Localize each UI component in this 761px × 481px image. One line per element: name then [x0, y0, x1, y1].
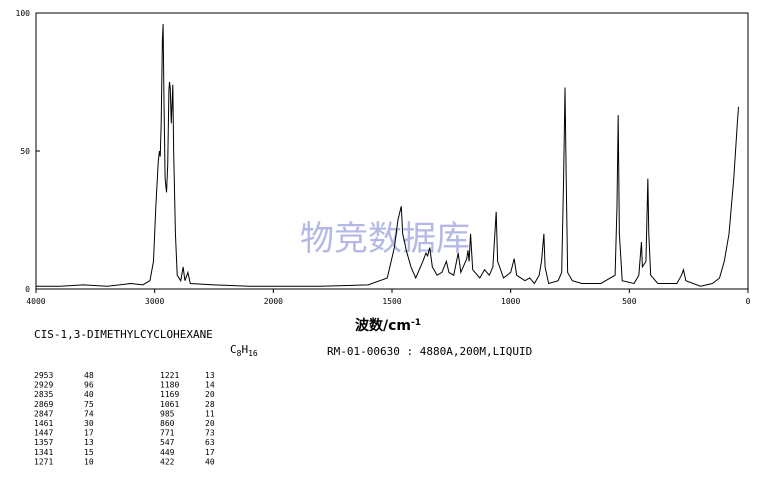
x-tick-label: 500 — [622, 297, 637, 306]
peak-cell: 48 — [84, 371, 94, 380]
peak-cell: 2835 — [34, 390, 53, 399]
compound-name: CIS-1,3-DIMETHYLCYCLOHEXANE — [34, 328, 213, 341]
peak-cell: 96 — [84, 381, 94, 390]
peak-cell: 1341 — [34, 448, 53, 457]
watermark: 物竞数据库 — [300, 219, 470, 259]
peak-cell: 40 — [84, 390, 94, 399]
peak-cell: 20 — [205, 419, 215, 428]
x-tick-label: 4000 — [26, 297, 45, 306]
peak-cell: 1061 — [160, 400, 179, 409]
peak-cell: 1357 — [34, 438, 53, 447]
peak-cell: 860 — [160, 419, 175, 428]
peak-cell: 422 — [160, 457, 175, 466]
x-label-text: 波数/cm — [355, 317, 411, 334]
peak-cell: 13 — [205, 371, 215, 380]
x-tick-label: 1500 — [382, 297, 401, 306]
peak-cell: 10 — [84, 457, 94, 466]
formula-part: H — [241, 343, 248, 356]
x-tick-label: 3000 — [145, 297, 164, 306]
peak-cell: 547 — [160, 438, 175, 447]
peak-cell: 771 — [160, 429, 175, 438]
formula-sub: 16 — [248, 349, 258, 358]
peak-cell: 63 — [205, 438, 215, 447]
peak-cell: 74 — [84, 409, 94, 418]
formula: C8H16 — [230, 343, 258, 358]
peak-cell: 13 — [84, 438, 94, 447]
x-tick-label: 2000 — [264, 297, 283, 306]
peak-cell: 1221 — [160, 371, 179, 380]
peak-cell: 73 — [205, 429, 215, 438]
peak-cell: 1271 — [34, 457, 53, 466]
peak-cell: 14 — [205, 381, 215, 390]
peak-cell: 28 — [205, 400, 215, 409]
peak-cell: 17 — [84, 429, 94, 438]
peak-cell: 2847 — [34, 409, 53, 418]
y-tick-label: 50 — [20, 147, 30, 156]
peak-cell: 20 — [205, 390, 215, 399]
peak-cell: 2929 — [34, 381, 53, 390]
formula-part: C — [230, 343, 237, 356]
peak-cell: 2953 — [34, 371, 53, 380]
peak-cell: 17 — [205, 448, 215, 457]
peak-cell: 1461 — [34, 419, 53, 428]
peak-cell: 1447 — [34, 429, 53, 438]
peak-table: 2953 48 1221 13 2929 96 1180 14 2835 40 1169 20 2869… — [34, 371, 215, 466]
y-tick-label: 0 — [25, 285, 30, 294]
peak-cell: 985 — [160, 409, 175, 418]
x-tick-label: 1000 — [501, 297, 520, 306]
peak-cell: 1169 — [160, 390, 179, 399]
peak-cell: 75 — [84, 400, 94, 409]
peak-cell: 40 — [205, 457, 215, 466]
peak-cell: 2869 — [34, 400, 53, 409]
x-label-sup: -1 — [411, 318, 421, 328]
spectrum-code: RM-01-00630 : 4880A,200M,LIQUID — [327, 345, 532, 358]
peak-cell: 1180 — [160, 381, 179, 390]
x-tick-label: 0 — [746, 297, 751, 306]
peak-cell: 15 — [84, 448, 94, 457]
spectrum-line — [36, 24, 740, 287]
formula-sub: 8 — [237, 349, 242, 358]
peak-cell: 30 — [84, 419, 94, 428]
y-tick-label: 100 — [16, 9, 31, 18]
x-axis-label: 波数/cm-1 — [355, 317, 421, 334]
peak-cell: 449 — [160, 448, 175, 457]
peak-cell: 11 — [205, 409, 215, 418]
